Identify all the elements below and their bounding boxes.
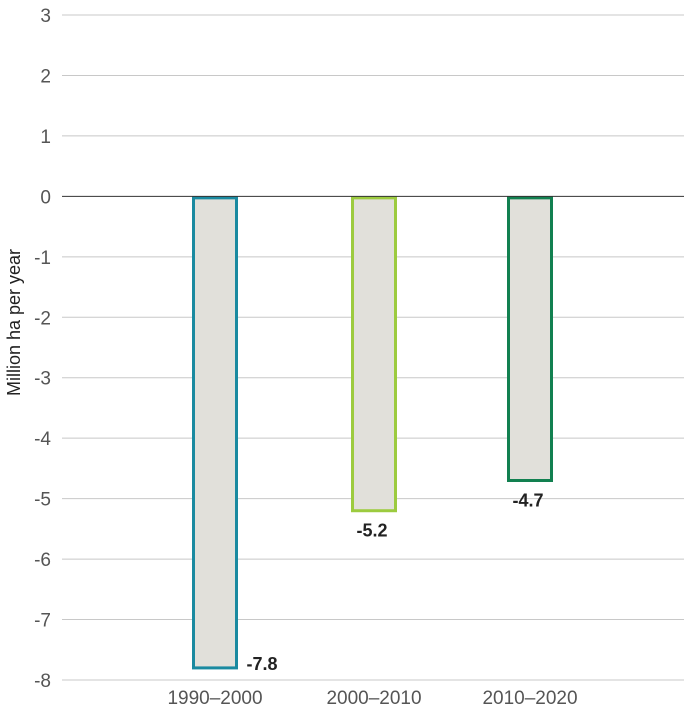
x-category-label: 1990–2000 xyxy=(167,688,262,709)
y-tick-labels: 3 2 1 0 -1 -2 -3 -4 -5 -6 -7 -8 xyxy=(34,6,51,692)
data-label: -4.7 xyxy=(512,491,543,511)
y-tick-label: 1 xyxy=(40,127,51,148)
y-tick-label: 2 xyxy=(40,66,51,87)
y-tick-label: -7 xyxy=(34,611,51,632)
bar-2000–2010 xyxy=(351,196,397,513)
bar-2010–2020 xyxy=(507,196,553,482)
y-tick-label: -5 xyxy=(34,490,51,511)
data-label: -5.2 xyxy=(356,521,387,541)
x-category-label: 2010–2020 xyxy=(482,688,577,709)
y-tick-label: -4 xyxy=(34,429,51,450)
data-labels: -7.8 -5.2 -4.7 xyxy=(247,491,544,674)
y-axis-title: Million ha per year xyxy=(4,249,24,396)
data-label: -7.8 xyxy=(247,654,278,674)
category-labels: 1990–2000 2000–2010 2010–2020 xyxy=(167,688,577,709)
bar-1990–2000 xyxy=(192,196,238,670)
y-tick-label: -1 xyxy=(34,248,51,269)
y-tick-label: -8 xyxy=(34,671,51,692)
bars xyxy=(192,196,553,670)
y-tick-label: -3 xyxy=(34,369,51,390)
y-tick-label: -6 xyxy=(34,550,51,571)
y-tick-label: 0 xyxy=(40,187,51,208)
x-category-label: 2000–2010 xyxy=(326,688,421,709)
y-tick-label: -2 xyxy=(34,308,51,329)
y-tick-label: 3 xyxy=(40,6,51,27)
